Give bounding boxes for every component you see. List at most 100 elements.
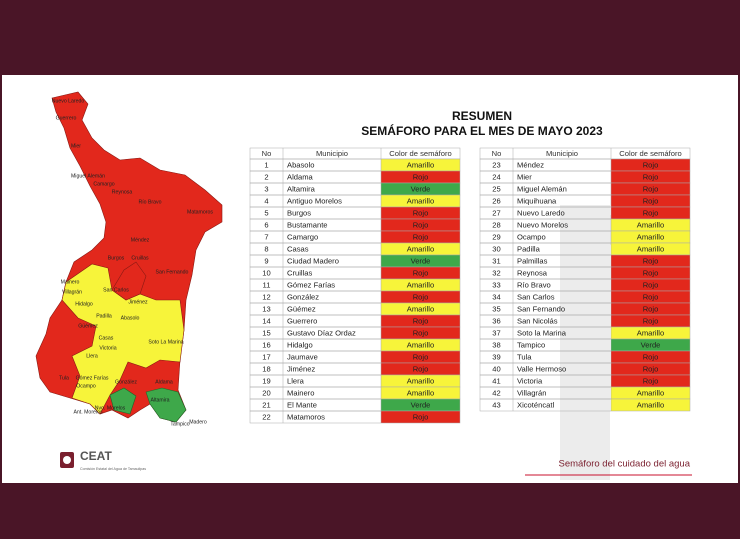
- row-number: 19: [262, 377, 270, 386]
- subtitle: SEMÁFORO PARA EL MES DE MAYO 2023: [361, 123, 603, 138]
- map-label: Guerrero: [56, 115, 77, 121]
- municipality: Padilla: [517, 245, 541, 254]
- row-number: 3: [264, 185, 268, 194]
- municipality: Jaumave: [287, 353, 318, 362]
- status: Amarillo: [407, 305, 434, 314]
- map-label: Reynosa: [112, 189, 133, 195]
- status: Amarillo: [637, 221, 664, 230]
- status-cell: [611, 279, 690, 291]
- column-header: Municipio: [316, 149, 348, 158]
- map-label: Tampico: [170, 421, 189, 427]
- municipality: Miguel Alemán: [517, 185, 567, 194]
- municipality: Ciudad Madero: [287, 257, 339, 266]
- row-number: 20: [262, 389, 270, 398]
- status: Verde: [411, 185, 431, 194]
- map-label: Jiménez: [128, 299, 148, 305]
- map-label: Río Bravo: [138, 199, 161, 205]
- row-number: 1: [264, 161, 268, 170]
- logo-drop: [63, 456, 71, 464]
- status-cell: [381, 195, 460, 207]
- row-number: 22: [262, 413, 270, 422]
- row-number: 15: [262, 329, 270, 338]
- municipality: Burgos: [287, 209, 311, 218]
- status-cell: [611, 303, 690, 315]
- municipality: Altamira: [287, 185, 316, 194]
- footer-tagline: Semáforo del cuidado del agua: [558, 459, 690, 470]
- row-number: 17: [262, 353, 270, 362]
- status: Amarillo: [407, 341, 434, 350]
- column-header: No: [262, 149, 272, 158]
- row-number: 26: [492, 197, 500, 206]
- municipality: Antiguo Morelos: [287, 197, 342, 206]
- status-cell: [381, 339, 460, 351]
- status: Rojo: [413, 329, 429, 338]
- row-number: 35: [492, 305, 500, 314]
- municipality: Hidalgo: [287, 341, 313, 350]
- status-cell: [381, 207, 460, 219]
- status-cell: [381, 387, 460, 399]
- status: Amarillo: [637, 329, 664, 338]
- municipality: San Carlos: [517, 293, 555, 302]
- map-label: González: [115, 379, 137, 385]
- status: Amarillo: [637, 245, 664, 254]
- status-cell: [381, 327, 460, 339]
- municipality: Tula: [517, 353, 532, 362]
- map-label: Tula: [59, 375, 69, 381]
- municipality: Camargo: [287, 233, 318, 242]
- status: Rojo: [413, 233, 429, 242]
- row-number: 24: [492, 173, 500, 182]
- row-number: 5: [264, 209, 268, 218]
- status-cell: [381, 303, 460, 315]
- row-number: 30: [492, 245, 500, 254]
- status-cell: [381, 399, 460, 411]
- map-label: Padilla: [96, 313, 112, 319]
- row-number: 9: [264, 257, 268, 266]
- status-cell: [381, 315, 460, 327]
- status: Verde: [641, 341, 661, 350]
- map-label: Madero: [189, 419, 207, 425]
- status: Verde: [411, 401, 431, 410]
- map-green: [145, 387, 187, 423]
- status: Amarillo: [407, 161, 434, 170]
- status-cell: [381, 171, 460, 183]
- row-number: 25: [492, 185, 500, 194]
- map-red-victoria: [111, 261, 147, 301]
- status-cell: [381, 231, 460, 243]
- status: Rojo: [643, 209, 659, 218]
- row-number: 12: [262, 293, 270, 302]
- status-cell: [611, 231, 690, 243]
- municipality: Soto la Marina: [517, 329, 567, 338]
- row-border: [249, 410, 461, 424]
- status: Rojo: [643, 173, 659, 182]
- map-label: Soto La Marina: [148, 339, 183, 345]
- row-number: 13: [262, 305, 270, 314]
- status: Amarillo: [407, 197, 434, 206]
- status: Rojo: [413, 293, 429, 302]
- row-number: 34: [492, 293, 500, 302]
- status: Rojo: [413, 173, 429, 182]
- municipality: Villagrán: [517, 389, 546, 398]
- municipality: González: [287, 293, 319, 302]
- status: Amarillo: [407, 377, 434, 386]
- map-label: San Fernando: [156, 269, 189, 275]
- status-cell: [611, 243, 690, 255]
- row-number: 8: [264, 245, 268, 254]
- municipality: San Nicolás: [517, 317, 558, 326]
- map-label: Matamoros: [187, 209, 213, 215]
- status-cell: [381, 243, 460, 255]
- logo-subtitle: Comisión Estatal del Agua de Tamaulipas: [80, 467, 146, 471]
- map-label: Mainero: [61, 279, 80, 285]
- map-label: Aldama: [155, 379, 173, 385]
- status: Rojo: [643, 281, 659, 290]
- status-cell: [611, 159, 690, 171]
- status-cell: [611, 351, 690, 363]
- status-cell: [381, 411, 460, 423]
- municipality: Aldama: [287, 173, 314, 182]
- map-label: Ocampo: [76, 383, 96, 389]
- row-number: 36: [492, 317, 500, 326]
- status-cell: [611, 375, 690, 387]
- status: Rojo: [643, 161, 659, 170]
- status: Rojo: [413, 413, 429, 422]
- row-number: 11: [263, 281, 271, 290]
